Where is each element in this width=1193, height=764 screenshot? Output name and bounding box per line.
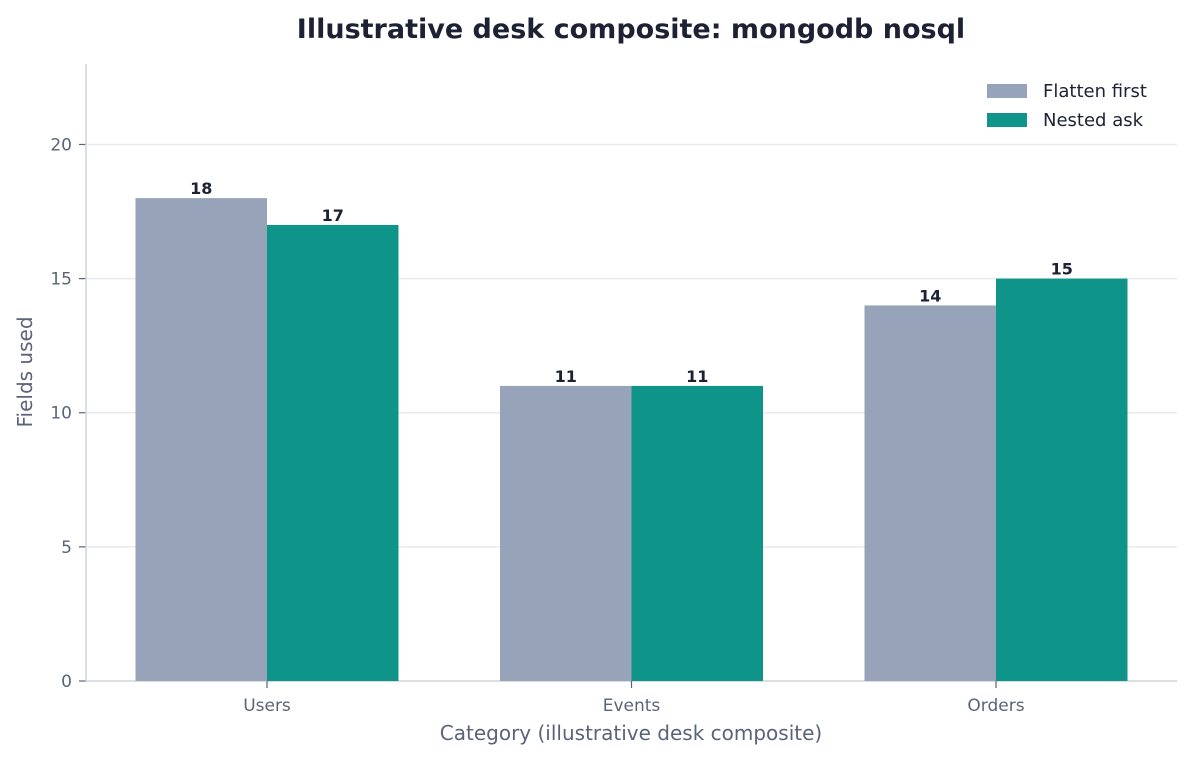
bar-nested-ask-events <box>631 385 763 681</box>
y-axis-label: Fields used <box>13 316 37 427</box>
y-tick-label: 10 <box>50 404 72 424</box>
legend-label: Nested ask <box>1043 110 1144 131</box>
y-tick-label: 5 <box>61 538 72 558</box>
y-tick-label: 20 <box>50 135 72 155</box>
bar-nested-ask-orders <box>996 278 1128 681</box>
data-label: 11 <box>555 367 577 386</box>
bar-flatten-first-events <box>500 385 632 681</box>
legend-swatch <box>987 84 1027 98</box>
bar-flatten-first-orders <box>864 305 996 681</box>
y-tick-label: 15 <box>50 270 72 290</box>
data-label: 18 <box>190 179 212 198</box>
bar-flatten-first-users <box>135 198 267 681</box>
tick-labels: 0 5 10 15 20 Users Events Orders <box>50 135 1024 716</box>
data-label: 15 <box>1051 260 1073 279</box>
bar-nested-ask-users <box>267 224 399 681</box>
data-label: 14 <box>919 286 941 305</box>
data-labels: 18 17 11 11 14 15 <box>190 179 1073 386</box>
chart-title: Illustrative desk composite: mongodb nos… <box>297 14 965 45</box>
legend-swatch <box>987 113 1027 127</box>
data-label: 11 <box>686 367 708 386</box>
bars <box>135 198 1128 681</box>
legend: Flatten first Nested ask <box>987 81 1147 131</box>
legend-label: Flatten first <box>1043 81 1147 102</box>
x-axis-label: Category (illustrative desk composite) <box>440 721 822 745</box>
data-label: 17 <box>322 206 344 225</box>
x-tick-label: Users <box>243 696 291 716</box>
x-tick-label: Events <box>603 696 661 716</box>
y-tick-label: 0 <box>61 672 72 692</box>
x-tick-label: Orders <box>967 696 1024 716</box>
